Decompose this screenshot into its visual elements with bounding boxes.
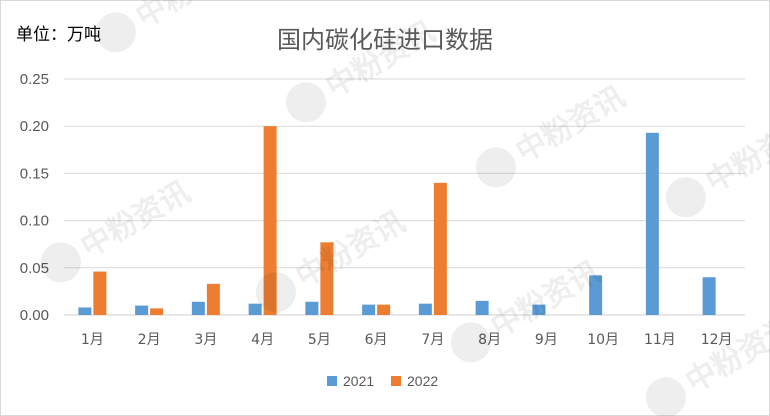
p-logo-icon [285,82,326,123]
bar-2021-12 [702,277,716,315]
x-tick-label: 4月 [251,332,274,348]
watermark-text: 中粉资讯 [75,175,196,265]
bar-2022-7 [433,182,447,315]
x-tick-label: 1月 [81,332,104,348]
x-tick-label: 12月 [701,332,733,348]
bar-2021-1 [78,307,92,315]
x-tick-label: 5月 [308,332,331,348]
p-logo-icon [665,177,706,218]
y-tick-label: 0.25 [20,71,49,88]
bar-2021-8 [475,300,489,315]
watermark: 中粉资讯 [665,110,770,218]
p-logo-icon [255,272,296,313]
p-logo-icon [95,12,136,53]
x-tick-label: 3月 [194,332,217,348]
bar-2022-2 [150,308,164,315]
unit-label: 单位：万吨 [16,25,101,45]
bar-2021-4 [248,303,262,315]
x-tick-label: 7月 [421,332,444,348]
watermark-text: 中粉资讯 [510,80,631,170]
bar-2021-5 [305,301,319,315]
bar-2022-6 [377,304,391,315]
y-axis-ticks: 0.00 0.05 0.10 0.15 0.20 0.25 [20,71,49,324]
legend-swatch-2021 [327,376,337,386]
bar-2022-5 [320,242,334,315]
bar-2021-11 [645,132,659,315]
p-logo-icon [450,322,491,363]
x-tick-label: 10月 [587,332,619,348]
watermarks: 中粉资讯中粉资讯中粉资讯中粉资讯中粉资讯中粉资讯中粉资讯中粉资讯 [40,0,770,416]
x-tick-label: 6月 [365,332,388,348]
y-tick-label: 0.20 [20,118,49,135]
y-tick-label: 0.15 [20,165,49,182]
watermark: 中粉资讯 [40,175,196,283]
y-tick-label: 0.00 [20,307,49,324]
watermark-text: 中粉资讯 [700,110,770,200]
bar-2021-10 [589,275,603,315]
p-logo-icon [475,147,516,188]
x-tick-label: 2月 [138,332,161,348]
bar-2021-9 [532,304,546,315]
bar-2021-2 [135,305,149,315]
legend-label-2022: 2022 [407,373,438,389]
y-tick-label: 0.10 [20,213,49,230]
watermark-text: 中粉资讯 [290,205,411,295]
legend-swatch-2022 [391,376,401,386]
legend: 2021 2022 [327,373,438,389]
bar-2022-3 [206,283,220,315]
watermark: 中粉资讯 [475,80,631,188]
watermark: 中粉资讯 [450,255,606,363]
legend-label-2021: 2021 [343,373,374,389]
bar-2022-1 [93,271,107,315]
bar-2021-7 [418,303,432,315]
chart-title: 国内碳化硅进口数据 [277,26,493,54]
bar-2021-3 [191,301,205,315]
watermark: 中粉资讯 [645,310,770,416]
bar-2021-6 [362,304,376,315]
x-tick-label: 11月 [644,332,676,348]
bars [78,126,716,315]
gridlines [64,78,745,316]
x-tick-label: 8月 [478,332,501,348]
x-tick-label: 9月 [535,332,558,348]
bar-2022-4 [263,126,277,315]
p-logo-icon [645,377,686,416]
p-logo-icon [40,242,81,283]
y-tick-label: 0.05 [20,260,49,277]
x-axis-ticks: 1月 2月 3月 4月 5月 6月 7月 8月 9月 10月 11月 12月 [81,332,733,348]
watermark-text: 中粉资讯 [680,310,770,400]
